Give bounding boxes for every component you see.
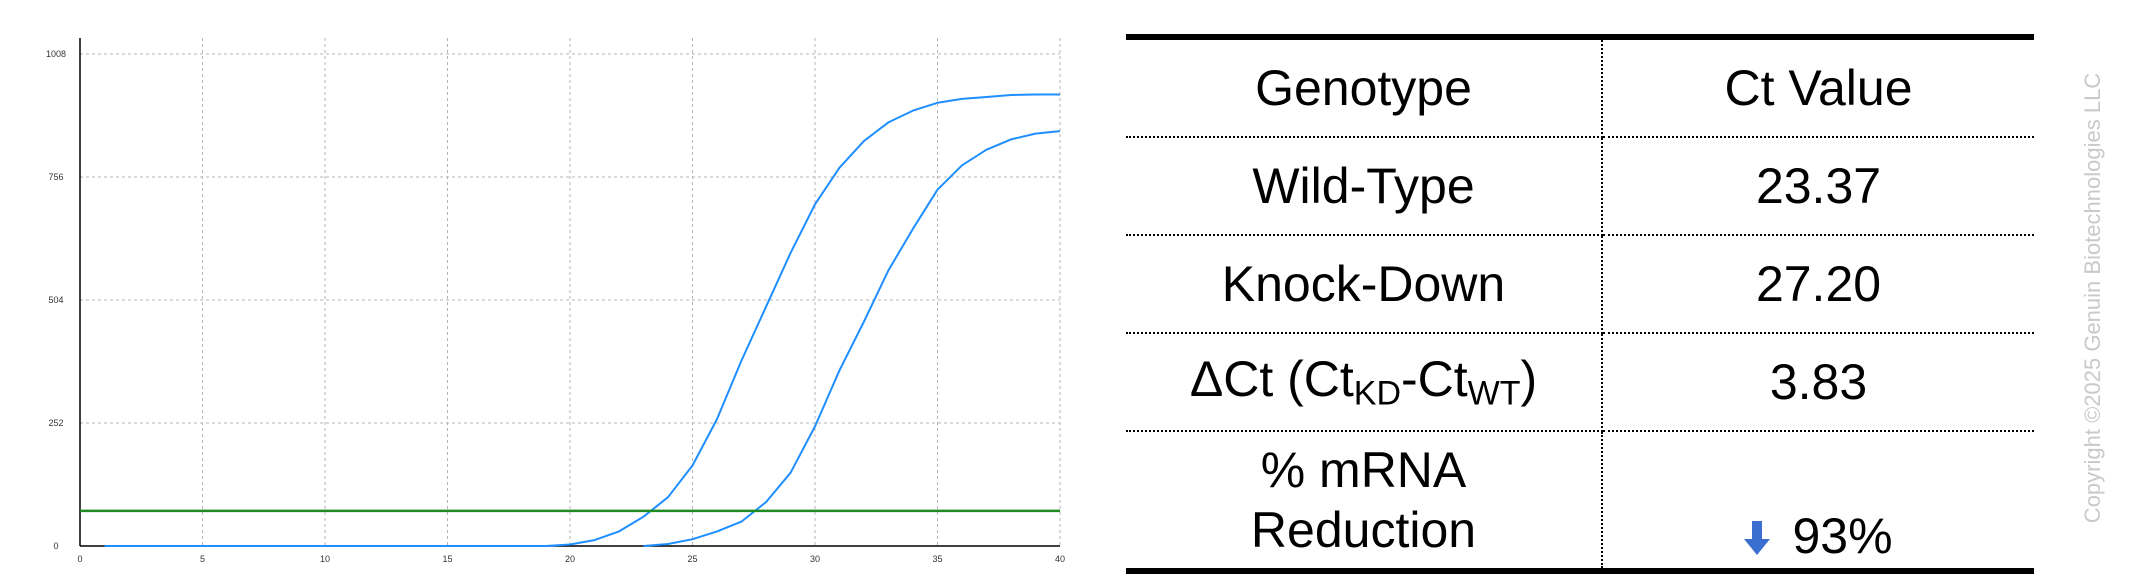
x-tick-labels: 0 5 10 15 20 25 30 35 40 <box>77 554 1065 564</box>
y-tick-label: 0 <box>53 541 58 551</box>
header-genotype: Genotype <box>1126 37 1603 138</box>
row-label: Wild-Type <box>1126 137 1603 236</box>
delta-ct-row: ΔCt (CtKD-CtWT) 3.83 <box>1126 333 2034 432</box>
amplification-chart: 0 252 504 756 1008 0 5 10 15 20 25 30 35 40 <box>46 38 1065 564</box>
reduction-label: % mRNA Reduction <box>1126 431 1603 571</box>
series-lines <box>104 93 1061 547</box>
delta-mid: -Ct <box>1401 351 1468 408</box>
delta-ct-label: ΔCt (CtKD-CtWT) <box>1126 333 1603 432</box>
row-value: 23.37 <box>1602 137 2034 236</box>
table-row: Knock-Down 27.20 <box>1126 235 2034 334</box>
table-header-row: Genotype Ct Value <box>1126 37 2034 138</box>
y-tick-label: 756 <box>48 172 63 182</box>
x-tick-label: 5 <box>200 554 205 564</box>
reduction-label-line1: % mRNA <box>1260 442 1467 498</box>
delta-suffix: ) <box>1520 351 1538 408</box>
reduction-row: % mRNA Reduction 93% <box>1126 431 2034 571</box>
copyright-text: Copyright ©2025 Genuin Biotechnologies L… <box>2080 72 2105 524</box>
header-ct-value: Ct Value <box>1602 37 2034 138</box>
x-tick-label: 10 <box>320 554 330 564</box>
x-tick-label: 30 <box>810 554 820 564</box>
x-tick-label: 35 <box>932 554 942 564</box>
copyright-notice: Copyright ©2025 Genuin Biotechnologies L… <box>2078 66 2108 530</box>
table-row: Wild-Type 23.37 <box>1126 137 2034 236</box>
row-value: 27.20 <box>1602 235 2034 334</box>
x-tick-label: 0 <box>77 554 82 564</box>
down-arrow-icon <box>1744 521 1771 555</box>
chart-grid <box>80 38 1061 546</box>
reduction-value: 93% <box>1792 508 1893 564</box>
y-tick-label: 252 <box>48 418 63 428</box>
row-label: Knock-Down <box>1126 235 1603 334</box>
x-tick-label: 25 <box>687 554 697 564</box>
x-tick-label: 20 <box>565 554 575 564</box>
delta-ct-value: 3.83 <box>1602 333 2034 432</box>
amplification-curve-2 <box>643 130 1061 547</box>
results-table: Genotype Ct Value Wild-Type 23.37 Knock-… <box>1126 34 2034 574</box>
x-tick-label: 40 <box>1055 554 1065 564</box>
y-tick-label: 504 <box>48 295 63 305</box>
reduction-label-line2: Reduction <box>1250 502 1477 558</box>
x-tick-label: 15 <box>442 554 452 564</box>
y-tick-label: 1008 <box>46 49 66 59</box>
reduction-value-cell: 93% <box>1602 431 2034 571</box>
delta-sub-kd: KD <box>1353 374 1401 413</box>
delta-prefix: ΔCt (Ct <box>1189 351 1354 408</box>
delta-sub-wt: WT <box>1467 374 1521 413</box>
y-tick-labels: 0 252 504 756 1008 <box>46 49 66 551</box>
amplification-curve-1 <box>104 93 1060 547</box>
